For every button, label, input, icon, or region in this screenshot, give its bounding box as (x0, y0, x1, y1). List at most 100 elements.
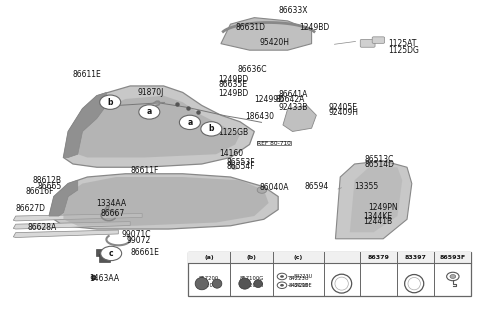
Text: 86554F: 86554F (227, 162, 255, 172)
Polygon shape (78, 96, 240, 157)
Circle shape (100, 95, 120, 109)
Polygon shape (49, 174, 278, 229)
Polygon shape (103, 251, 113, 258)
Ellipse shape (332, 274, 352, 293)
Polygon shape (336, 161, 412, 239)
Text: 12441B: 12441B (363, 217, 392, 226)
Text: 1249BD: 1249BD (218, 89, 249, 98)
Text: 1334AA: 1334AA (96, 199, 126, 208)
Text: 86594: 86594 (304, 182, 329, 191)
Circle shape (446, 272, 459, 281)
Text: 14160: 14160 (219, 149, 244, 158)
Text: 86611F: 86611F (130, 166, 158, 175)
Text: 88612B: 88612B (33, 176, 61, 185)
Text: 1249BD: 1249BD (218, 75, 249, 84)
Text: 86661E: 86661E (130, 248, 159, 257)
Text: 86513C: 86513C (364, 154, 394, 164)
Text: 92405E: 92405E (328, 103, 357, 112)
Polygon shape (63, 86, 254, 167)
Text: c: c (109, 249, 113, 258)
Text: 86611E: 86611E (72, 70, 101, 79)
Text: b: b (209, 124, 214, 133)
Ellipse shape (408, 277, 420, 290)
Text: REF 80-710: REF 80-710 (257, 140, 291, 146)
Text: 92409H: 92409H (328, 109, 358, 117)
Text: 84223U
84219E: 84223U 84219E (288, 277, 309, 288)
Text: b: b (108, 98, 113, 107)
Text: 1249BD: 1249BD (300, 23, 330, 32)
Text: 84223U: 84223U (293, 274, 312, 279)
Text: 99071C: 99071C (121, 230, 151, 239)
FancyBboxPatch shape (360, 39, 375, 47)
Text: 86514D: 86514D (364, 160, 394, 169)
Text: 84219E: 84219E (293, 283, 312, 288)
Text: 13355: 13355 (355, 182, 379, 191)
Circle shape (280, 284, 284, 287)
Circle shape (450, 275, 456, 278)
Text: 95420H: 95420H (259, 37, 289, 47)
Polygon shape (221, 18, 312, 50)
Text: 91870J: 91870J (137, 88, 164, 97)
Text: (b): (b) (247, 255, 257, 260)
Text: 86641A: 86641A (278, 90, 308, 99)
Text: 86635E: 86635E (218, 80, 248, 90)
Text: 86628A: 86628A (28, 223, 57, 232)
Circle shape (201, 122, 222, 136)
Text: 186430: 186430 (245, 112, 274, 121)
FancyBboxPatch shape (188, 253, 471, 297)
Ellipse shape (239, 278, 251, 289)
Circle shape (180, 115, 200, 130)
Circle shape (231, 165, 237, 169)
Polygon shape (350, 167, 402, 232)
Polygon shape (96, 249, 107, 256)
Text: 86642A: 86642A (276, 95, 305, 104)
Text: 1344KE: 1344KE (363, 212, 392, 221)
FancyBboxPatch shape (372, 37, 384, 43)
Polygon shape (49, 180, 78, 216)
Text: 86631D: 86631D (235, 23, 265, 32)
Polygon shape (283, 106, 316, 132)
Text: 857100G
857200H: 857100G 857200H (240, 277, 264, 288)
Text: 83397: 83397 (405, 255, 427, 260)
Circle shape (280, 275, 284, 278)
Circle shape (101, 246, 121, 260)
Text: 86667: 86667 (101, 209, 125, 218)
Text: 86040A: 86040A (259, 183, 288, 192)
Text: 1249PN: 1249PN (368, 203, 397, 212)
Text: 86633X: 86633X (278, 6, 308, 15)
Text: 857200
857200G: 857200 857200G (197, 277, 221, 288)
Text: 86593F: 86593F (440, 255, 466, 260)
Text: 1125DG: 1125DG (388, 46, 419, 55)
Ellipse shape (405, 275, 424, 293)
Text: (a): (a) (204, 255, 214, 260)
Text: 92433B: 92433B (278, 103, 308, 112)
Ellipse shape (212, 279, 222, 288)
Text: 86636C: 86636C (238, 65, 267, 74)
Polygon shape (13, 230, 118, 237)
Polygon shape (13, 214, 142, 221)
FancyBboxPatch shape (257, 141, 290, 145)
Polygon shape (63, 92, 107, 157)
Polygon shape (13, 222, 130, 229)
Text: (c): (c) (294, 255, 303, 260)
Text: 1125AT: 1125AT (388, 39, 416, 48)
Text: 1125GB: 1125GB (218, 128, 249, 137)
Ellipse shape (335, 277, 348, 290)
Ellipse shape (254, 280, 263, 288)
Circle shape (257, 187, 267, 193)
Text: a: a (147, 108, 152, 116)
Circle shape (277, 273, 287, 280)
Text: 86379: 86379 (368, 255, 389, 260)
Text: 86665: 86665 (37, 182, 61, 191)
Polygon shape (63, 177, 269, 226)
Text: 12499D: 12499D (254, 95, 284, 104)
Circle shape (277, 282, 287, 289)
Circle shape (139, 105, 160, 119)
Text: 99072: 99072 (126, 236, 151, 245)
Text: 1463AA: 1463AA (90, 274, 120, 283)
Ellipse shape (195, 277, 208, 290)
Text: 86616F: 86616F (25, 187, 54, 196)
FancyBboxPatch shape (188, 253, 471, 263)
Text: 86627D: 86627D (16, 204, 46, 214)
Text: a: a (187, 118, 192, 127)
